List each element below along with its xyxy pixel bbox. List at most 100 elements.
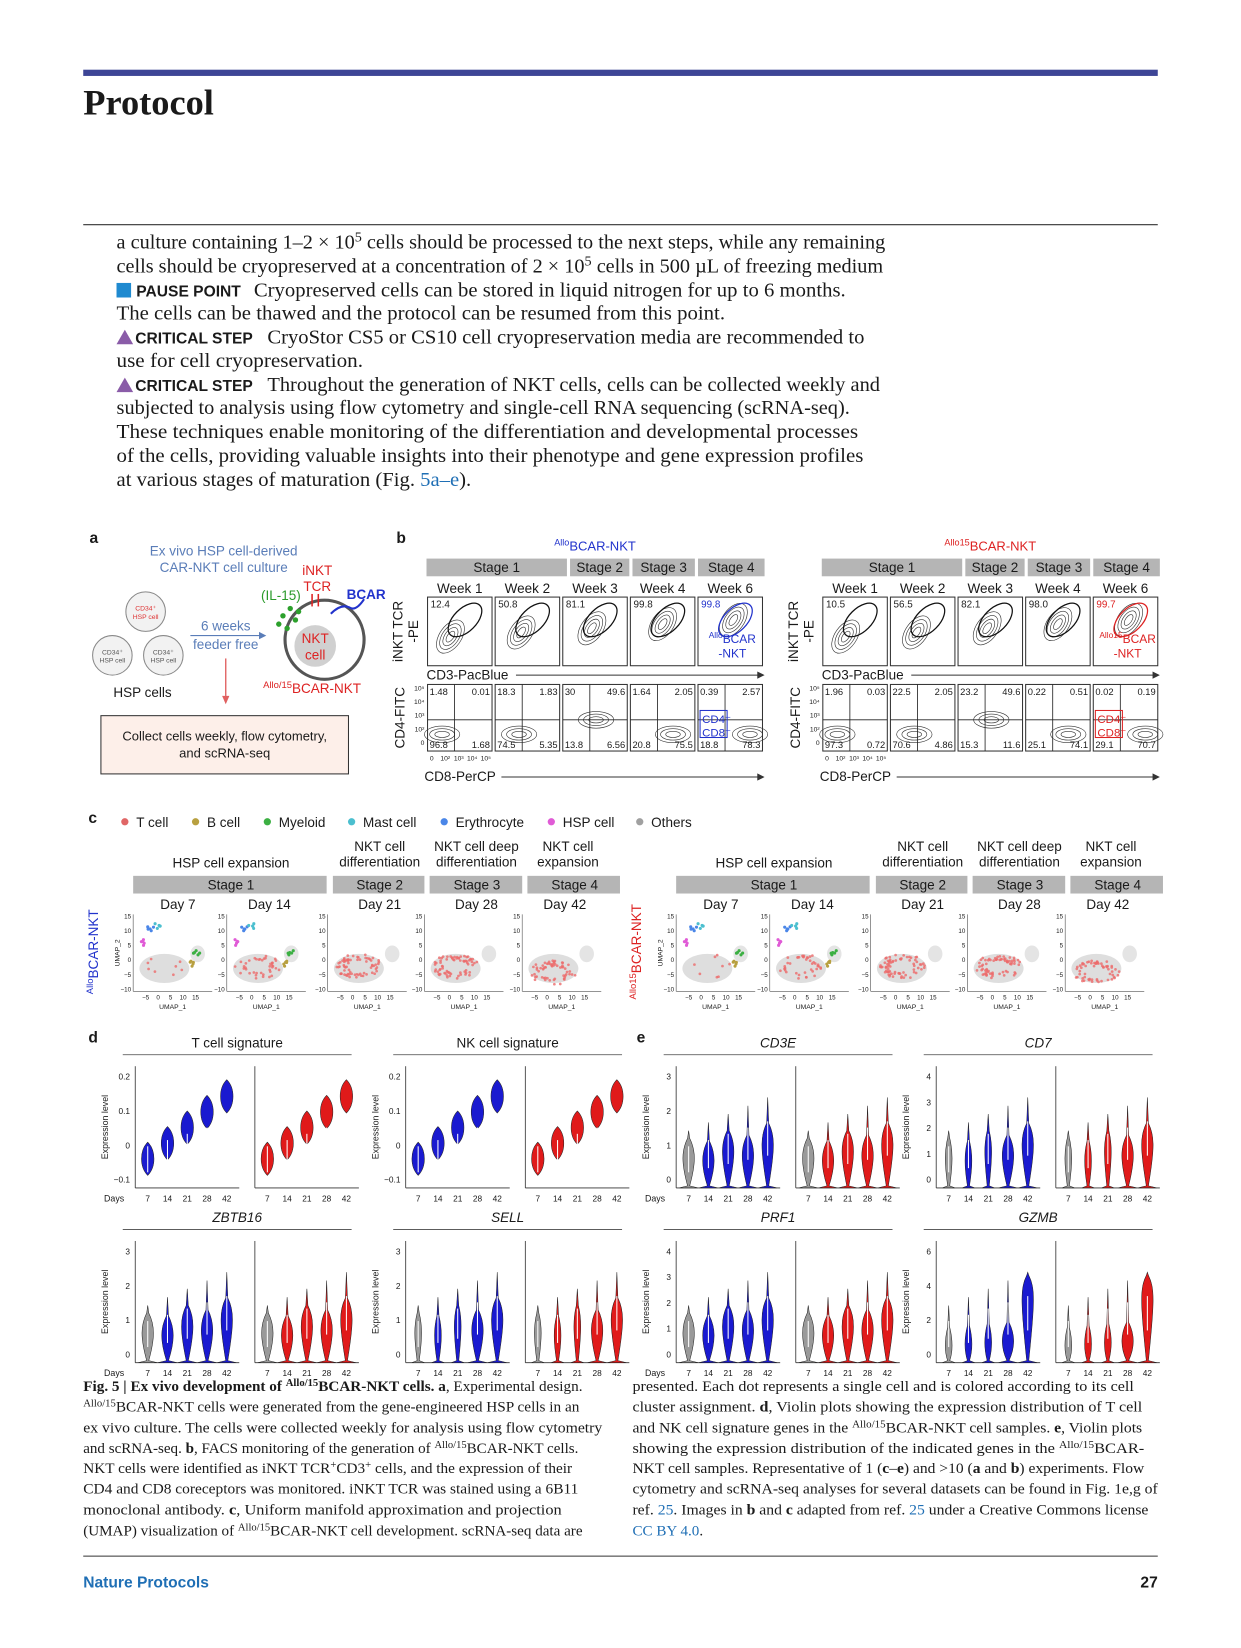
flow-plot (1025, 683, 1091, 752)
gate (718, 602, 753, 638)
stage-bar (875, 875, 968, 894)
label: 1 (125, 1315, 130, 1325)
violin (200, 1094, 214, 1129)
label: 15 (735, 995, 742, 1002)
umap-point (544, 965, 548, 969)
umap-point (813, 974, 816, 978)
umap-point (979, 958, 983, 962)
label: 21 (453, 1368, 463, 1378)
caption-line: CC BY 4.0. (632, 1523, 703, 1539)
umap-point (441, 955, 445, 958)
ref-link[interactable]: 25 (909, 1503, 925, 1519)
label: HSP cell (133, 614, 159, 621)
label: 0 (421, 740, 425, 747)
text: ref. (632, 1503, 657, 1519)
umap-point (568, 972, 571, 976)
label: 10 (1112, 995, 1119, 1002)
label: Week 3 (572, 581, 618, 596)
umap-point (438, 972, 442, 976)
umap-cloud (481, 945, 497, 963)
umap-point (693, 963, 696, 966)
label: 21 (302, 1193, 312, 1203)
label: 15 (483, 995, 490, 1002)
text: . (699, 1523, 703, 1539)
contour (819, 725, 856, 744)
text: Allo/15 (1059, 1440, 1094, 1451)
text-line: Throughout the generation of NKT cells, … (267, 374, 880, 396)
label: 5 (262, 995, 266, 1002)
label: NKT cell deep (977, 839, 1062, 854)
caption-line: and NK cell signature genes in the Allo/… (632, 1419, 1142, 1437)
umap-point (357, 973, 360, 977)
label: 15 (581, 995, 588, 1002)
label: 15 (286, 995, 293, 1002)
umap-point (804, 975, 808, 979)
plot-title: GZMB (1019, 1210, 1058, 1225)
umap-point (363, 953, 367, 957)
label: UMAP_1 (796, 1004, 823, 1011)
label: 14 (282, 1368, 292, 1378)
text: cells in 500 µL of freezing medium (592, 256, 884, 278)
contour (834, 623, 857, 650)
umap-point (887, 963, 891, 967)
label: 14 (163, 1193, 173, 1203)
license-link[interactable]: CC BY 4.0 (632, 1523, 699, 1539)
label: 10 (273, 995, 280, 1002)
umap-point (778, 939, 782, 943)
umap-point (684, 939, 688, 943)
critical-label: CRITICAL STEP (135, 330, 253, 347)
label: Day 21 (358, 897, 401, 912)
figure-link[interactable]: 5a–e (420, 469, 459, 491)
panel-label: a (89, 530, 98, 547)
legend-label: Mast cell (363, 815, 416, 830)
arrow-head (222, 695, 230, 705)
umap-point (553, 982, 556, 986)
umap-point (1083, 975, 1087, 979)
umap-point (1018, 960, 1022, 964)
violin (470, 1094, 484, 1129)
umap-point (1097, 980, 1100, 984)
umap-point (466, 955, 470, 958)
umap-point (532, 965, 535, 969)
label: 7 (145, 1368, 150, 1378)
umap-point (897, 972, 901, 975)
contour (908, 623, 925, 642)
umap-point (1090, 978, 1094, 981)
label: iNKT (302, 563, 332, 578)
contour (501, 725, 538, 744)
label: 21 (573, 1193, 583, 1203)
ref-link[interactable]: 25 (658, 1503, 674, 1519)
umap-point (561, 961, 565, 965)
umap-point (247, 959, 251, 962)
label: 7 (806, 1368, 811, 1378)
label: 28 (592, 1193, 602, 1203)
text-part: BCAR-NKT (292, 681, 361, 696)
umap-point (914, 955, 918, 959)
label: 15 (829, 995, 836, 1002)
label: Expression level (100, 1095, 110, 1159)
caption-line: monoclonal antibody. c, Uniform manifold… (83, 1503, 562, 1519)
label: Day 42 (1086, 897, 1129, 912)
umap-point (371, 956, 375, 960)
contour (1050, 725, 1087, 744)
label: 28 (202, 1193, 212, 1203)
caption-line: ex vivo culture. The cells were collecte… (83, 1420, 603, 1436)
label: HSP cells (113, 685, 172, 700)
text: , Violin plots showing the expression di… (768, 1400, 1142, 1416)
umap-point (434, 961, 438, 965)
text: cells, and the expression of their (371, 1461, 572, 1477)
umap-point (254, 973, 258, 977)
hsp-cell (125, 591, 166, 632)
umap-point (1010, 959, 1014, 963)
group-title: Allo15BCAR-NKT (944, 537, 1036, 553)
label: Days (645, 1368, 666, 1378)
arrow-head (757, 671, 765, 679)
umap-point (914, 971, 918, 975)
label: CD34⁺ (153, 649, 174, 656)
caption-line: presented. Each dot represents a single … (632, 1379, 1133, 1395)
umap-point (543, 961, 547, 965)
il15-dot (292, 617, 299, 623)
label: 42 (342, 1193, 352, 1203)
hsp-cell (92, 635, 133, 676)
label: Stage 2 (576, 560, 623, 575)
